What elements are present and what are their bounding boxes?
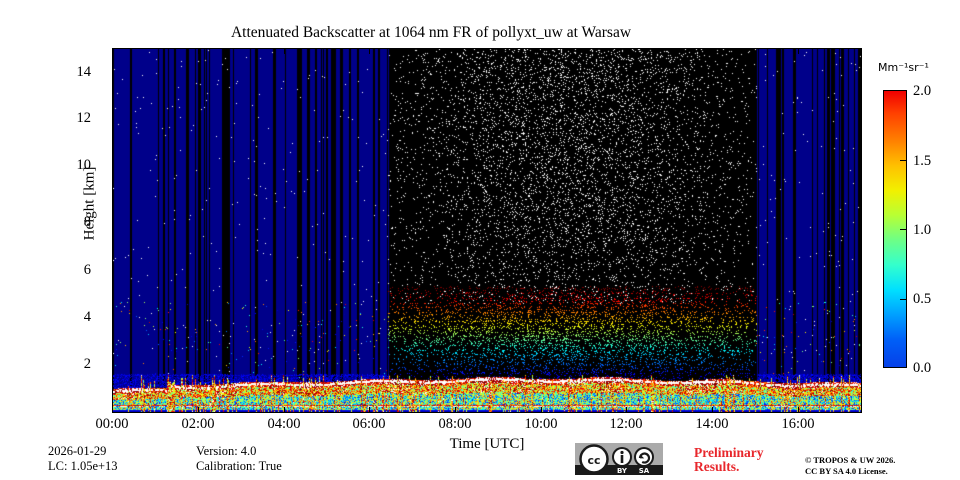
y-tick-label-8: 8: [83, 214, 91, 230]
y-tick-label-12: 12: [76, 110, 92, 126]
x-tick-mark-top: [369, 48, 370, 54]
y-tick-label-14: 14: [76, 64, 92, 80]
colorbar-tick-label-20: 2.0: [913, 83, 932, 99]
x-tick-label-0200: 02:00: [181, 416, 215, 432]
y-tick-label-2: 2: [83, 356, 91, 372]
copyright-line-2: CC BY SA 4.0 License.: [805, 466, 888, 476]
svg-text:cc: cc: [587, 454, 600, 467]
colorbar-units-label: Mm⁻¹sr⁻¹: [878, 61, 929, 74]
colorbar-tick-label-15: 1.5: [913, 153, 932, 169]
footer-calibration: Calibration: True: [196, 459, 282, 473]
x-tick-mark: [712, 407, 713, 413]
colorbar-units-text: Mm⁻¹sr⁻¹: [878, 61, 929, 74]
x-tick-label-0400: 04:00: [267, 416, 301, 432]
x-tick-mark-top: [712, 48, 713, 54]
y-tick-label-4: 4: [83, 309, 91, 325]
footer-lidar-constant: LC: 1.05e+13: [48, 459, 118, 473]
colorbar-tick-mark: [900, 299, 906, 300]
x-tick-mark: [198, 407, 199, 413]
x-tick-mark-top: [455, 48, 456, 54]
x-tick-mark-top: [541, 48, 542, 54]
x-tick-mark-top: [626, 48, 627, 54]
x-tick-label-1200: 12:00: [609, 416, 643, 432]
x-tick-mark: [284, 407, 285, 413]
x-tick-mark-top: [112, 48, 113, 54]
preliminary-line-2: Results.: [694, 459, 740, 474]
y-tick-label-6: 6: [83, 262, 91, 278]
x-tick-mark: [626, 407, 627, 413]
copyright-notice: © TROPOS & UW 2026. CC BY SA 4.0 License…: [805, 455, 895, 477]
creative-commons-badge-icon[interactable]: cc BY SA: [575, 443, 663, 475]
x-tick-mark: [798, 407, 799, 413]
preliminary-results-notice: Preliminary Results.: [694, 446, 763, 474]
x-tick-mark: [369, 407, 370, 413]
x-tick-mark: [541, 407, 542, 413]
backscatter-heatmap-canvas: [113, 49, 861, 412]
x-tick-mark-top: [198, 48, 199, 54]
colorbar-tick-label-05: 0.5: [913, 291, 932, 307]
x-tick-label-1600: 16:00: [781, 416, 815, 432]
x-tick-label-0000: 00:00: [95, 416, 129, 432]
cc-by-text: BY: [617, 467, 628, 475]
preliminary-line-1: Preliminary: [694, 445, 764, 460]
y-tick-label-10: 10: [76, 157, 92, 173]
copyright-line-1: © TROPOS & UW 2026.: [805, 455, 896, 465]
cc-sa-text: SA: [639, 467, 650, 475]
heatmap-plot-area[interactable]: [112, 48, 862, 413]
colorbar-tick-mark: [900, 160, 906, 161]
x-tick-mark-top: [284, 48, 285, 54]
footer-date: 2026-01-29: [48, 444, 107, 458]
colorbar-tick-mark: [900, 229, 906, 230]
colorbar-tick-label-10: 1.0: [913, 222, 932, 238]
page-title: Attenuated Backscatter at 1064 nm FR of …: [230, 24, 632, 41]
x-axis-label: Time [UTC]: [449, 436, 525, 452]
x-tick-label-0600: 06:00: [352, 416, 386, 432]
x-tick-label-0800: 08:00: [438, 416, 472, 432]
x-tick-mark-top: [798, 48, 799, 54]
x-tick-label-1400: 14:00: [695, 416, 729, 432]
x-tick-mark: [455, 407, 456, 413]
x-tick-label-1000: 10:00: [524, 416, 558, 432]
x-tick-mark: [112, 407, 113, 413]
footer-version: Version: 4.0: [196, 444, 257, 458]
colorbar-tick-label-00: 0.0: [913, 360, 932, 376]
